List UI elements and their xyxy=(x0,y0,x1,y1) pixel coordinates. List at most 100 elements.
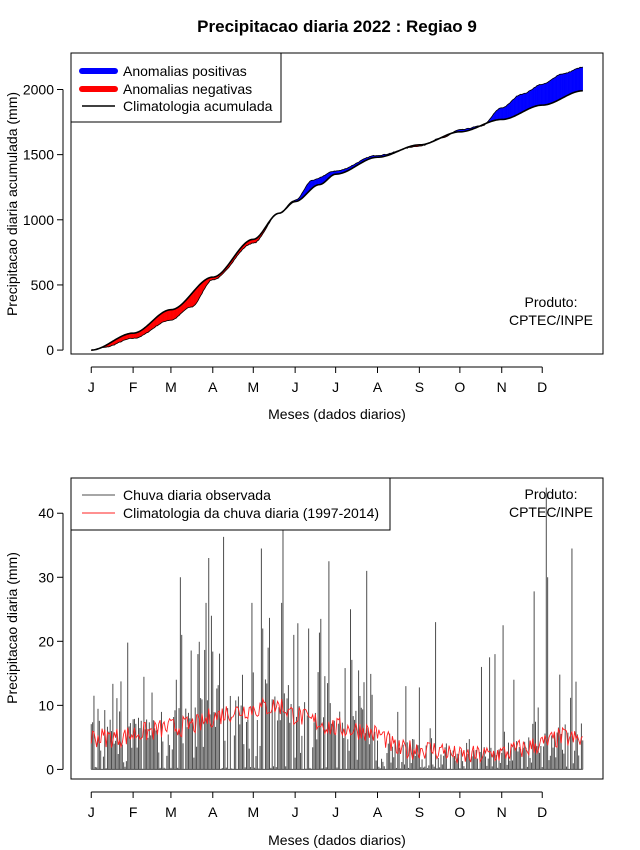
y-axis-label: Precipitacao diaria acumulada (mm) xyxy=(4,92,20,316)
anomaly-positive-segment xyxy=(562,73,565,99)
x-tick-label: O xyxy=(454,804,465,820)
x-tick-label: S xyxy=(415,804,424,820)
anomaly-positive-segment xyxy=(533,86,536,107)
anomaly-positive-segment xyxy=(546,82,548,105)
anomaly-positive-segment xyxy=(319,176,321,185)
anomaly-positive-segment xyxy=(548,80,551,105)
anomaly-positive-segment xyxy=(516,95,519,116)
anomaly-positive-segment xyxy=(551,78,554,104)
x-tick-label: J xyxy=(332,804,339,820)
anomaly-positive-segment xyxy=(524,93,527,112)
anomaly-positive-segment xyxy=(498,107,501,120)
x-tick-label: D xyxy=(537,379,547,395)
credit-line-1: Produto: xyxy=(525,486,578,502)
anomaly-positive-segment xyxy=(558,73,560,101)
anomaly-positive-segment xyxy=(540,84,543,106)
x-tick-label: S xyxy=(415,379,424,395)
y-tick-label: 10 xyxy=(38,697,54,713)
y-tick-label: 20 xyxy=(38,633,54,649)
anomaly-positive-segment xyxy=(527,90,529,110)
x-tick-label: F xyxy=(129,379,138,395)
daily-panel: 0 10 20 30 40 J F M A M J J A S O N D Precipitacao diar… xyxy=(4,477,604,848)
x-tick-label: A xyxy=(208,379,218,395)
anomaly-positive-segment xyxy=(497,107,500,121)
anomaly-positive-segment xyxy=(573,69,575,94)
figure-title: Precipitacao diaria 2022 : Regiao 9 xyxy=(197,17,477,36)
anomaly-positive-segment xyxy=(559,73,562,100)
anomaly-positive-segment xyxy=(536,84,539,107)
y-tick-label: 30 xyxy=(38,569,54,585)
credit-line-1: Produto: xyxy=(525,294,578,310)
anomaly-positive-segment xyxy=(509,100,512,119)
anomaly-positive-segment xyxy=(529,89,532,109)
x-axis-label: Meses (dados diarios) xyxy=(268,832,406,848)
legend-label-daily-climatology: Climatologia da chuva diaria (1997-2014) xyxy=(123,505,379,521)
anomaly-negative-segment xyxy=(172,309,174,321)
credit-line-2: CPTEC/INPE xyxy=(509,312,593,328)
anomaly-negative-segment xyxy=(174,307,177,319)
y-tick-label: 40 xyxy=(38,505,54,521)
y-axis: 0 500 1000 1500 2000 xyxy=(23,81,64,358)
anomaly-positive-segment xyxy=(513,97,516,117)
legend-label-negative: Anomalias negativas xyxy=(123,81,252,97)
x-tick-label: M xyxy=(165,804,177,820)
daily-climatology-line xyxy=(90,697,583,765)
y-axis: 0 10 20 30 40 xyxy=(38,505,64,777)
x-tick-label: J xyxy=(292,804,299,820)
legend-label-positive: Anomalias positivas xyxy=(123,63,247,79)
anomaly-negative-segment xyxy=(165,310,168,322)
anomaly-positive-segment xyxy=(523,92,525,112)
anomaly-negative-segment xyxy=(173,308,176,320)
x-axis-label: Meses (dados diarios) xyxy=(268,406,406,422)
anomaly-positive-segment xyxy=(528,90,531,110)
y-tick-label: 2000 xyxy=(23,81,54,97)
x-tick-label: J xyxy=(88,379,95,395)
x-tick-label: J xyxy=(332,379,339,395)
anomaly-positive-segment xyxy=(519,93,521,115)
anomaly-positive-segment xyxy=(554,76,556,103)
plot-frame xyxy=(70,52,604,355)
anomaly-positive-segment xyxy=(577,68,579,92)
anomaly-positive-segment xyxy=(500,107,502,120)
anomaly-positive-segment xyxy=(521,93,524,113)
anomaly-positive-segment xyxy=(539,84,542,106)
anomaly-positive-segment xyxy=(574,68,577,93)
anomaly-positive-segment xyxy=(581,66,583,92)
anomaly-positive-segment xyxy=(515,95,517,117)
anomaly-positive-segment xyxy=(501,107,504,120)
anomaly-positive-segment xyxy=(520,94,523,114)
anomaly-positive-segment xyxy=(508,102,511,119)
x-tick-label: F xyxy=(129,804,138,820)
legend: Chuva diaria observada Climatologia da c… xyxy=(70,477,391,531)
anomaly-positive-segment xyxy=(517,94,520,115)
anomaly-positive-segment xyxy=(547,80,550,105)
y-tick-label: 0 xyxy=(46,342,54,358)
anomaly-negative-segment xyxy=(168,309,170,321)
x-tick-label: M xyxy=(165,379,177,395)
anomaly-positive-segment xyxy=(510,99,513,118)
climatology-accumulated-line xyxy=(91,89,583,351)
y-tick-label: 500 xyxy=(31,277,55,293)
anomaly-positive-segment xyxy=(506,103,509,120)
legend-box xyxy=(70,477,391,531)
x-tick-label: N xyxy=(497,804,507,820)
anomaly-positive-segment xyxy=(578,66,581,92)
y-tick-label: 1500 xyxy=(23,147,54,163)
anomaly-positive-segment xyxy=(542,83,544,106)
anomaly-positive-segment xyxy=(550,78,552,104)
anomaly-positive-segment xyxy=(556,74,559,102)
legend-label-climatology: Climatologia acumulada xyxy=(123,98,273,114)
x-tick-label: O xyxy=(454,379,465,395)
x-tick-label: J xyxy=(292,379,299,395)
x-tick-label: A xyxy=(373,804,383,820)
anomaly-positive-segment xyxy=(543,83,546,106)
x-tick-label: N xyxy=(497,379,507,395)
anomaly-negative-segment xyxy=(163,310,166,322)
x-tick-label: A xyxy=(373,379,383,395)
anomaly-positive-segment xyxy=(531,88,533,108)
anomaly-negative-segment xyxy=(195,287,197,306)
observed-accumulated-line xyxy=(91,66,583,351)
